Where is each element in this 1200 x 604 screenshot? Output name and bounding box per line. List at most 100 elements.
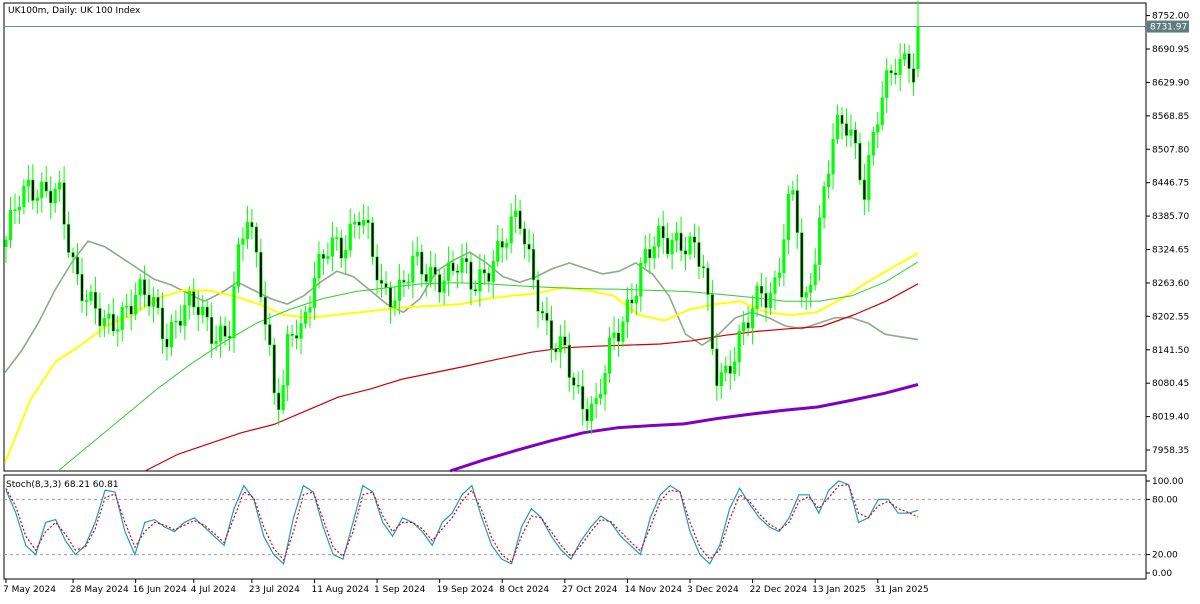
candle-body: [201, 306, 205, 316]
candle-body: [451, 262, 455, 272]
candle-body: [326, 255, 330, 259]
candle-body: [540, 310, 545, 314]
candle-body: [916, 26, 920, 69]
candle-body: [214, 341, 218, 344]
candle-body: [907, 53, 911, 69]
candle-body: [894, 72, 898, 75]
candle-body: [549, 320, 554, 350]
candle-body: [129, 305, 133, 315]
candle-body: [835, 114, 840, 140]
candle-body: [263, 296, 267, 325]
ma-line: [144, 283, 919, 472]
candle-body: [40, 181, 44, 199]
candle-body: [268, 324, 272, 346]
candle-body: [232, 286, 236, 339]
candle-body: [375, 256, 379, 281]
candle-body: [227, 336, 232, 339]
candle-body: [773, 277, 777, 294]
y-tick-label: 8752.00: [1152, 12, 1189, 22]
candle-body: [84, 300, 89, 302]
candle-body: [312, 277, 317, 308]
candle-body: [719, 372, 723, 387]
candle-body: [303, 311, 308, 324]
candle-body: [572, 377, 576, 386]
candle-body: [446, 262, 451, 282]
candle-body: [750, 308, 755, 329]
y-tick-label: 8568.85: [1152, 112, 1189, 122]
x-tick-label: 23 Jul 2024: [249, 585, 300, 595]
candle-body: [344, 250, 348, 259]
candle-body: [652, 246, 656, 259]
candle-body: [317, 253, 321, 279]
candle-body: [411, 255, 415, 283]
candle-body: [286, 334, 290, 386]
candle-body: [156, 297, 160, 309]
candle-body: [478, 269, 482, 292]
candle-body: [362, 219, 366, 226]
candle-body: [867, 154, 871, 200]
candle-body: [330, 237, 334, 257]
candle-body: [321, 253, 326, 259]
candle-body: [487, 272, 491, 282]
stoch-line: [5, 480, 919, 565]
candle-body: [402, 279, 406, 283]
candle-body: [4, 239, 8, 247]
candle-body: [290, 334, 294, 336]
candle-body: [902, 53, 907, 60]
candle-body: [728, 365, 732, 374]
candle-body: [210, 316, 214, 344]
candle-body: [187, 291, 191, 306]
candle-body: [634, 295, 638, 304]
candle-body: [889, 70, 893, 74]
current-price-label: 8731.97: [1150, 23, 1187, 33]
candle-body: [590, 403, 594, 422]
candle-body: [746, 322, 750, 329]
candle-body: [558, 336, 562, 353]
candle-body: [442, 280, 446, 293]
candle-body: [621, 321, 625, 342]
candle-body: [911, 68, 916, 83]
candle-body: [183, 305, 187, 326]
candle-body: [849, 129, 853, 136]
y-tick-label: 8263.60: [1152, 279, 1189, 289]
candle-body: [527, 243, 531, 250]
candle-body: [196, 306, 200, 316]
candle-body: [630, 299, 634, 304]
candle-body: [281, 385, 285, 410]
candle-body: [598, 393, 603, 399]
candle-body: [62, 182, 66, 225]
candle-body: [308, 307, 312, 313]
x-tick-label: 16 Jun 2024: [133, 585, 187, 595]
candle-body: [455, 270, 460, 273]
candle-body: [134, 294, 138, 315]
x-tick-label: 8 Oct 2024: [499, 585, 549, 595]
candle-body: [567, 344, 571, 378]
candle-body: [795, 190, 799, 233]
candle-body: [22, 185, 26, 208]
candle-body: [536, 279, 540, 312]
candle-body: [670, 240, 674, 255]
candle-body: [13, 209, 17, 212]
candle-body: [692, 236, 697, 243]
candle-body: [697, 242, 701, 267]
candle-body: [71, 252, 75, 258]
x-tick-label: 28 May 2024: [70, 585, 129, 595]
candle-body: [174, 320, 178, 323]
candle-body: [53, 188, 57, 204]
candle-body: [706, 267, 710, 295]
candle-body: [49, 190, 53, 204]
candle-body: [482, 269, 486, 274]
candle-body: [205, 306, 209, 318]
candle-body: [357, 221, 361, 226]
candle-body: [683, 250, 688, 255]
stoch-line: [5, 484, 919, 563]
candle-body: [272, 344, 276, 394]
candle-body: [648, 248, 652, 259]
candle-body: [603, 372, 607, 395]
x-tick-label: 4 Jul 2024: [191, 585, 236, 595]
candle-body: [406, 281, 410, 284]
y-tick-label: 8690.95: [1152, 45, 1189, 55]
candle-body: [93, 291, 98, 309]
chart-title: UK100m, Daily: UK 100 Index: [8, 6, 141, 16]
candle-body: [147, 294, 151, 307]
